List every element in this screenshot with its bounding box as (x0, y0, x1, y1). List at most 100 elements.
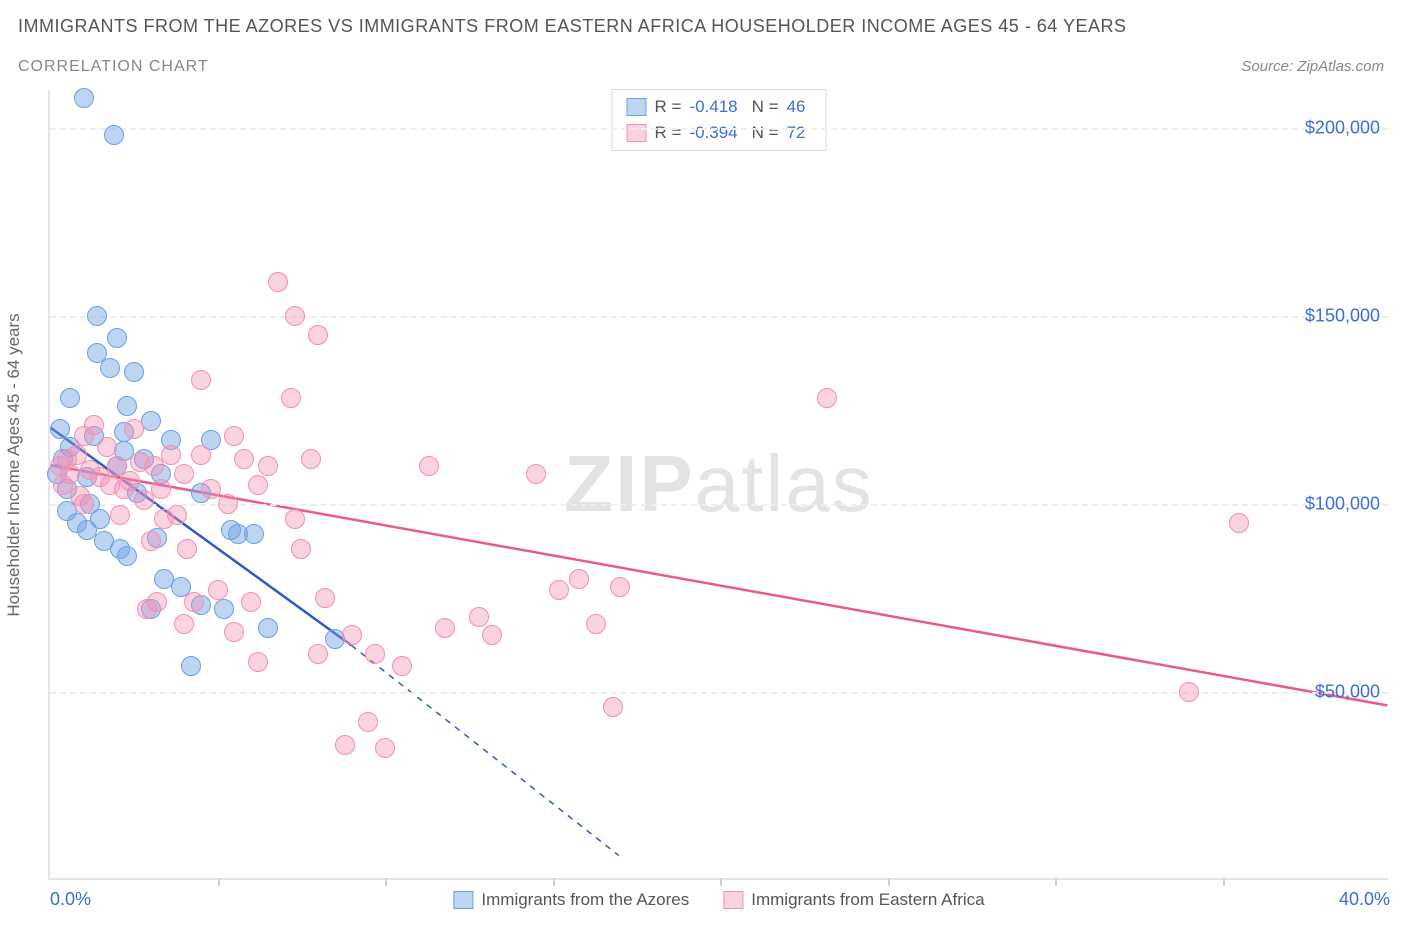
legend-swatch-azores (627, 98, 647, 116)
scatter-point-eafrica (315, 588, 335, 608)
scatter-point-eafrica (419, 456, 439, 476)
legend-row-azores: R = -0.418 N = 46 (627, 94, 812, 120)
legend-r-label-azores: R = (655, 94, 682, 120)
scatter-point-eafrica (174, 614, 194, 634)
scatter-point-eafrica (435, 618, 455, 638)
scatter-point-eafrica (184, 592, 204, 612)
scatter-point-eafrica (1229, 513, 1249, 533)
scatter-point-eafrica (141, 531, 161, 551)
scatter-point-azores (258, 618, 278, 638)
legend-n-value-azores: 46 (787, 94, 806, 120)
watermark-zip: ZIP (564, 439, 694, 528)
scatter-point-azores (181, 656, 201, 676)
scatter-point-eafrica (74, 494, 94, 514)
source-prefix: Source: (1241, 58, 1297, 75)
chart-title: IMMIGRANTS FROM THE AZORES VS IMMIGRANTS… (18, 16, 1127, 37)
scatter-point-eafrica (110, 505, 130, 525)
scatter-point-azores (124, 362, 144, 382)
scatter-point-eafrica (342, 625, 362, 645)
scatter-point-eafrica (291, 539, 311, 559)
scatter-point-azores (117, 546, 137, 566)
legend-item-eafrica: Immigrants from Eastern Africa (723, 890, 984, 910)
scatter-point-eafrica (603, 697, 623, 717)
scatter-point-azores (214, 599, 234, 619)
scatter-point-eafrica (161, 445, 181, 465)
legend-item-azores: Immigrants from the Azores (453, 890, 689, 910)
scatter-point-eafrica (526, 464, 546, 484)
scatter-point-eafrica (569, 569, 589, 589)
legend-n-label-eafrica: N = (752, 120, 779, 146)
scatter-point-azores (87, 306, 107, 326)
scatter-point-azores (100, 358, 120, 378)
scatter-point-eafrica (817, 388, 837, 408)
scatter-point-eafrica (281, 388, 301, 408)
correlation-legend: R = -0.418 N = 46 R = -0.394 N = 72 (612, 89, 827, 151)
ytick-label: $50,000 (1315, 681, 1380, 702)
xtick-label: 40.0% (1339, 889, 1390, 910)
xtick-mark (1055, 878, 1057, 886)
scatter-point-eafrica (167, 505, 187, 525)
scatter-point-eafrica (549, 580, 569, 600)
scatter-point-eafrica (308, 325, 328, 345)
scatter-point-eafrica (248, 475, 268, 495)
scatter-point-azores (104, 125, 124, 145)
scatter-point-eafrica (97, 437, 117, 457)
legend-swatch-bottom-eafrica (723, 891, 743, 909)
scatter-point-eafrica (191, 370, 211, 390)
series-legend: Immigrants from the Azores Immigrants fr… (453, 890, 984, 910)
scatter-point-eafrica (147, 592, 167, 612)
scatter-point-eafrica (586, 614, 606, 634)
ytick-label: $100,000 (1305, 493, 1380, 514)
legend-n-label-azores: N = (752, 94, 779, 120)
scatter-point-eafrica (234, 449, 254, 469)
scatter-point-azores (50, 419, 70, 439)
scatter-point-eafrica (120, 471, 140, 491)
scatter-point-azores (244, 524, 264, 544)
scatter-point-eafrica (482, 625, 502, 645)
scatter-point-eafrica (191, 445, 211, 465)
scatter-point-eafrica (610, 577, 630, 597)
scatter-point-azores (74, 88, 94, 108)
watermark: ZIPatlas (564, 438, 873, 530)
legend-r-value-eafrica: -0.394 (689, 120, 737, 146)
source-attribution: Source: ZipAtlas.com (1241, 58, 1384, 75)
scatter-point-eafrica (469, 607, 489, 627)
scatter-point-eafrica (375, 738, 395, 758)
scatter-point-eafrica (258, 456, 278, 476)
scatter-point-eafrica (365, 644, 385, 664)
source-name: ZipAtlas.com (1297, 58, 1384, 75)
legend-n-value-eafrica: 72 (787, 120, 806, 146)
y-axis-label: Householder Income Ages 45 - 64 years (4, 313, 24, 616)
legend-swatch-bottom-azores (453, 891, 473, 909)
scatter-point-eafrica (224, 622, 244, 642)
scatter-point-eafrica (84, 415, 104, 435)
scatter-point-eafrica (392, 656, 412, 676)
legend-r-value-azores: -0.418 (689, 94, 737, 120)
scatter-point-eafrica (151, 479, 171, 499)
scatter-point-eafrica (1179, 682, 1199, 702)
xtick-mark (888, 878, 890, 886)
scatter-point-eafrica (301, 449, 321, 469)
scatter-point-eafrica (177, 539, 197, 559)
ytick-label: $150,000 (1305, 305, 1380, 326)
scatter-point-eafrica (285, 306, 305, 326)
chart-subtitle: CORRELATION CHART (18, 58, 209, 76)
scatter-point-eafrica (285, 509, 305, 529)
ytick-label: $200,000 (1305, 117, 1380, 138)
scatter-point-eafrica (218, 494, 238, 514)
scatter-point-eafrica (335, 735, 355, 755)
xtick-mark (218, 878, 220, 886)
scatter-point-azores (107, 328, 127, 348)
scatter-point-azores (60, 388, 80, 408)
scatter-point-eafrica (308, 644, 328, 664)
scatter-point-eafrica (174, 464, 194, 484)
xtick-label: 0.0% (50, 889, 91, 910)
plot-area: ZIPatlas R = -0.418 N = 46 R = -0.394 N … (48, 90, 1388, 880)
xtick-mark (553, 878, 555, 886)
gridline (50, 128, 1388, 130)
scatter-point-eafrica (224, 426, 244, 446)
legend-r-label-eafrica: R = (655, 120, 682, 146)
scatter-point-eafrica (268, 272, 288, 292)
gridline (50, 316, 1388, 318)
scatter-point-eafrica (248, 652, 268, 672)
